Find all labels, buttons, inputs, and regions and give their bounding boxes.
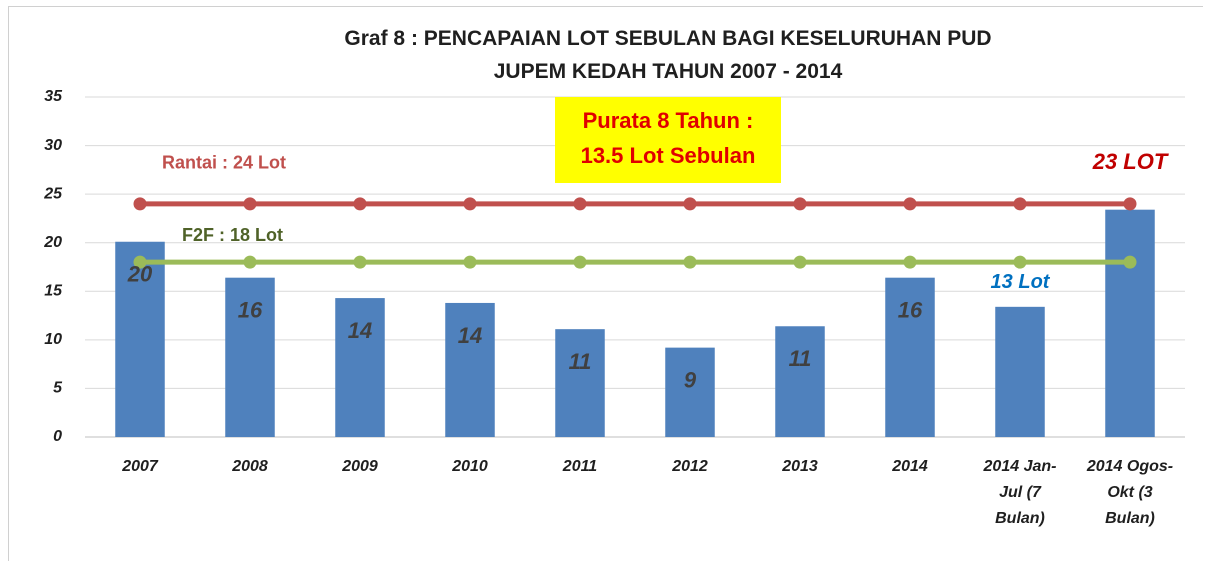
y-tick-label: 25 <box>43 185 63 202</box>
data-label: 14 <box>348 318 372 343</box>
bar <box>885 277 935 437</box>
line-marker <box>573 255 587 269</box>
bar <box>1105 209 1155 437</box>
data-label: 16 <box>238 297 263 322</box>
bar <box>335 298 385 437</box>
line-label: F2F : 18 Lot <box>182 225 283 245</box>
line-marker <box>463 255 477 269</box>
line-marker <box>463 197 477 211</box>
line-marker <box>683 255 697 269</box>
data-label: 11 <box>789 346 812 371</box>
data-label: 23 LOT <box>1092 149 1169 174</box>
x-tick-label: 2008 <box>232 458 268 475</box>
line-marker <box>1123 255 1137 269</box>
y-tick-label: 0 <box>53 428 62 445</box>
line-marker <box>793 255 807 269</box>
line-marker <box>353 197 367 211</box>
annotation: Purata 8 Tahun : <box>582 108 754 133</box>
line-marker <box>243 255 257 269</box>
data-label: 16 <box>898 297 923 322</box>
annotation-box: Purata 8 Tahun : 13.5 Lot Sebulan <box>555 97 781 183</box>
bar <box>995 306 1045 437</box>
x-tick-label: 2014 <box>892 458 928 475</box>
x-tick-label: 2010 <box>452 458 488 475</box>
x-tick-label: 2009 <box>342 458 378 475</box>
x-tick-label: 2012 <box>672 458 708 475</box>
line-marker <box>1013 197 1027 211</box>
data-label: 13 Lot <box>991 271 1051 293</box>
data-label: 14 <box>458 323 482 348</box>
x-tick-label: 2014 Jan-Jul (7 Bulan) <box>983 458 1057 527</box>
line-marker <box>243 197 257 211</box>
bar <box>775 326 825 437</box>
line-marker <box>1013 255 1027 269</box>
x-tick-label: 2014 Ogos-Okt (3 Bulan) <box>1086 458 1174 527</box>
chart-title: Graf 8 : PENCAPAIAN LOT SEBULAN BAGI KES… <box>344 27 992 83</box>
bar <box>555 329 605 437</box>
line-marker <box>133 197 147 211</box>
line-marker <box>1123 197 1137 211</box>
bar <box>445 302 495 437</box>
x-tick-label: 2013 <box>782 458 818 475</box>
frame <box>8 6 1203 561</box>
line-marker <box>573 197 587 211</box>
line-marker <box>793 197 807 211</box>
bar <box>115 241 165 437</box>
y-tick-label: 20 <box>43 234 62 251</box>
x-tick-label: 2007 <box>122 458 158 475</box>
line-marker <box>683 197 697 211</box>
x-tick-label: 2011 <box>562 458 598 475</box>
y-tick-label: 30 <box>44 137 62 154</box>
y-tick-label: 5 <box>53 380 63 397</box>
y-tick-label: 15 <box>44 283 63 300</box>
line-marker <box>903 255 917 269</box>
data-label: 11 <box>569 349 592 374</box>
y-tick-label: 10 <box>44 331 62 348</box>
line-marker <box>903 197 917 211</box>
bar <box>665 347 715 437</box>
line-marker <box>133 255 147 269</box>
line-marker <box>353 255 367 269</box>
bar <box>225 277 275 437</box>
data-label: 20 <box>127 262 153 287</box>
line-label: Rantai : 24 Lot <box>162 153 286 173</box>
annotation: 13.5 Lot Sebulan <box>580 143 756 168</box>
y-tick-label: 35 <box>44 88 63 105</box>
data-label: 9 <box>684 367 697 392</box>
